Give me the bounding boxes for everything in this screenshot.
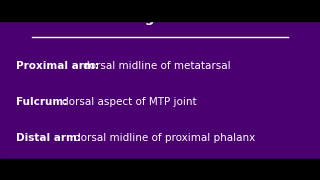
Text: dorsal aspect of MTP joint: dorsal aspect of MTP joint	[62, 97, 196, 107]
Text: dorsal midline of proximal phalanx: dorsal midline of proximal phalanx	[74, 133, 255, 143]
Text: Fulcrum:: Fulcrum:	[16, 97, 78, 107]
Text: Goniometer alignment landmarks: Goniometer alignment landmarks	[34, 12, 286, 25]
Text: Proximal arm:: Proximal arm:	[16, 61, 110, 71]
Text: dorsal midline of metatarsal: dorsal midline of metatarsal	[83, 61, 230, 71]
Bar	[0, 159, 320, 180]
Text: Distal arm:: Distal arm:	[16, 133, 92, 143]
Bar	[0, 0, 320, 21]
